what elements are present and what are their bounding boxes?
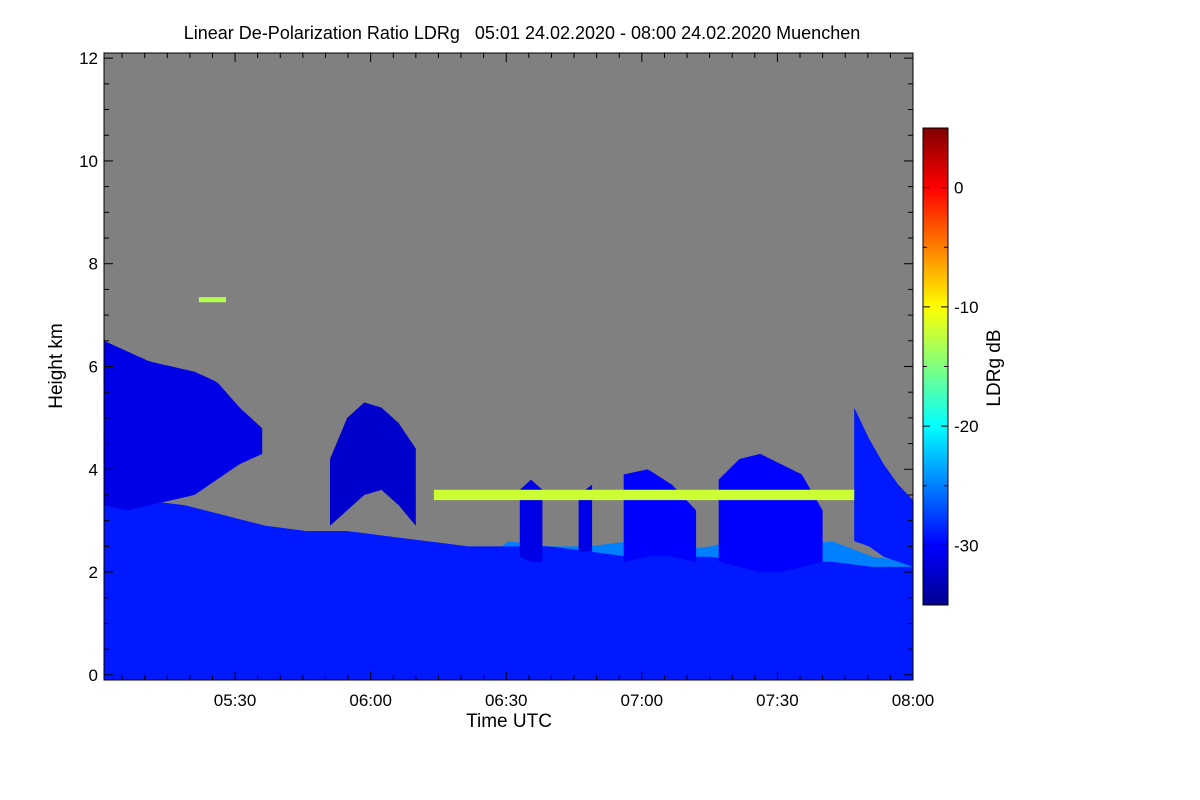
heatmap-region: [519, 479, 543, 562]
y-tick-label: 4: [89, 460, 98, 479]
y-tick-label: 2: [89, 563, 98, 582]
y-axis-label: Height km: [46, 323, 67, 409]
y-tick-label: 8: [89, 255, 98, 274]
x-axis-label: Time UTC: [466, 711, 552, 732]
colorbar-tick-label: -30: [954, 536, 979, 555]
x-axis: 05:30 06:00 06:30 07:00 07:30 08:00: [121, 53, 935, 710]
colorbar-tick-label: -20: [954, 417, 979, 436]
y-tick-label: 10: [79, 152, 98, 171]
heatmap-region: [854, 407, 913, 567]
heatmap-layers: [104, 297, 913, 680]
colorbar: 0 -10 -20 -30 LDRg dB: [922, 127, 1005, 606]
heatmap-region: [104, 495, 913, 680]
heatmap-region: [718, 453, 823, 573]
y-tick-label: 0: [89, 666, 98, 685]
y-tick-label: 12: [79, 49, 98, 68]
heatmap-region: [433, 489, 855, 501]
x-tick-label: 05:30: [214, 691, 257, 710]
x-tick-label: 06:30: [485, 691, 528, 710]
y-tick-label: 6: [89, 358, 98, 377]
x-tick-label: 06:00: [349, 691, 392, 710]
chart-title: Linear De-Polarization Ratio LDRg 05:01 …: [184, 23, 860, 43]
x-tick-label: 07:30: [756, 691, 799, 710]
heatmap-region: [198, 297, 226, 303]
colorbar-label: LDRg dB: [984, 329, 1005, 406]
heatmap-region: [578, 484, 593, 552]
heatmap-region: [104, 340, 263, 511]
x-tick-label: 08:00: [892, 691, 935, 710]
colorbar-ticks: 0 -10 -20 -30: [923, 127, 979, 606]
colorbar-scale: [922, 127, 949, 606]
colorbar-tick-label: 0: [954, 179, 963, 198]
heatmap-region: [330, 402, 416, 526]
x-tick-label: 07:00: [621, 691, 664, 710]
y-axis: 0 2 4 6 8 10 12: [79, 49, 913, 685]
colorbar-tick-label: -10: [954, 298, 979, 317]
